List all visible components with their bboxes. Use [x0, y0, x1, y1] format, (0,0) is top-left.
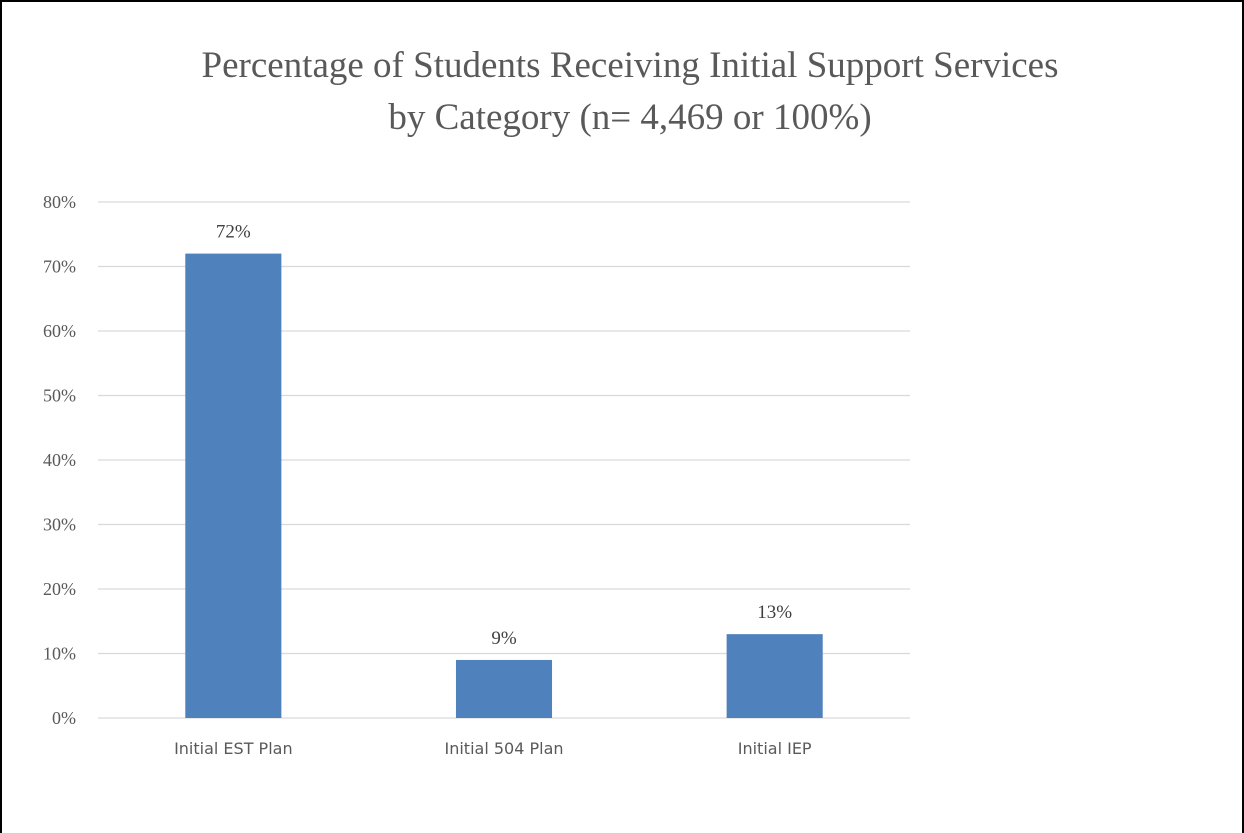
- y-tick-label: 10%: [43, 644, 76, 664]
- bar: [455, 659, 553, 718]
- y-tick-label: 50%: [43, 386, 76, 406]
- y-tick-label: 80%: [43, 192, 76, 212]
- y-tick-label: 0%: [52, 708, 76, 728]
- category-label: Initial EST Plan: [174, 739, 293, 758]
- y-tick-label: 30%: [43, 515, 76, 535]
- x-axis-category-labels: Initial EST Plan Initial 504 Plan Initial …: [174, 739, 812, 758]
- chart-title: Percentage of Students Receiving Initial…: [0, 40, 1244, 144]
- y-tick-label: 20%: [43, 579, 76, 599]
- y-axis-tick-labels: 0% 10% 20% 30% 40% 50% 60% 70% 80%: [43, 192, 76, 728]
- bars: [185, 253, 823, 718]
- chart-title-line-1: Percentage of Students Receiving Initial…: [201, 45, 1059, 86]
- category-label: Initial 504 Plan: [444, 739, 563, 758]
- bar: [726, 634, 823, 718]
- chart-title-line-2: by Category (n= 4,469 or 100%): [388, 97, 872, 138]
- bar-data-label: 13%: [757, 602, 792, 623]
- y-tick-label: 70%: [43, 257, 76, 277]
- bar: [185, 253, 282, 718]
- bar-data-label: 72%: [216, 222, 251, 243]
- y-tick-label: 40%: [43, 450, 76, 470]
- category-label: Initial IEP: [738, 739, 812, 758]
- data-labels: 72% 9% 13%: [216, 222, 792, 649]
- y-tick-label: 60%: [43, 321, 76, 341]
- bar-data-label: 9%: [491, 628, 517, 649]
